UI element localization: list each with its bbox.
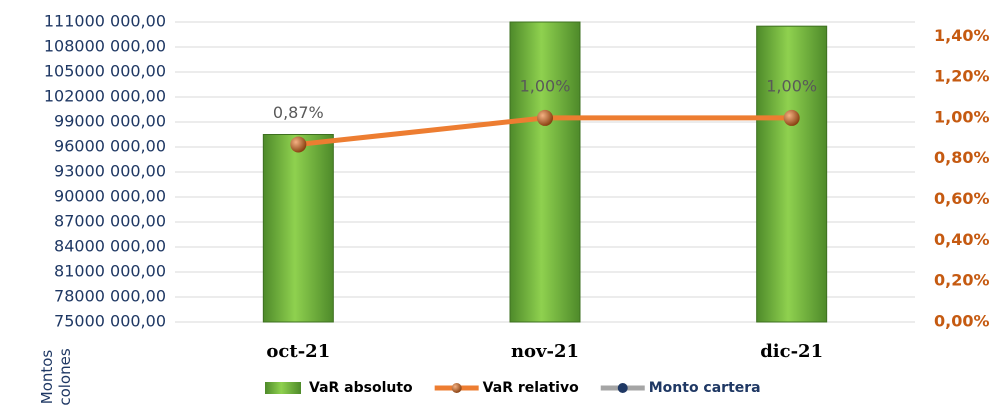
y2-tick-label: 0,40%: [934, 230, 990, 249]
legend-marker: [617, 383, 628, 393]
y2-tick-label: 1,40%: [934, 26, 990, 45]
y-tick-label: 105000 000,00: [44, 62, 166, 81]
point: [537, 109, 553, 126]
bar: [509, 21, 581, 323]
x-tick-label: dic-21: [760, 341, 823, 362]
legend-item: Monto cartera: [600, 380, 761, 396]
y-tick-label: 99000 000,00: [54, 112, 166, 131]
y-tick-label: 108000 000,00: [44, 37, 166, 56]
legend-label: VaR relativo: [483, 380, 579, 396]
legend-label: VaR absoluto: [309, 380, 413, 396]
y-tick-label: 81000 000,00: [54, 262, 166, 281]
y2-tick-label: 0,20%: [934, 271, 990, 290]
y-tick-label: 93000 000,00: [54, 162, 166, 181]
legend-item: VaR absoluto: [265, 380, 413, 396]
data-label: 1,00%: [766, 76, 817, 95]
y2-tick-label: 0,80%: [934, 148, 990, 167]
legend-item: VaR relativo: [434, 380, 579, 396]
legend-swatch: [265, 382, 301, 394]
bar: [756, 25, 828, 323]
y-tick-label: 102000 000,00: [44, 87, 166, 106]
data-label: 0,87%: [273, 103, 324, 122]
point: [783, 109, 800, 126]
y-tick-label: 111000 000,00: [44, 12, 166, 31]
x-tick-label: oct-21: [266, 341, 330, 362]
y-tick-label: 84000 000,00: [54, 237, 166, 256]
x-tick-label: nov-21: [511, 341, 579, 362]
y2-tick-label: 1,20%: [934, 67, 990, 86]
y-tick-label: 78000 000,00: [54, 287, 166, 306]
y2-tick-label: 0,00%: [934, 312, 990, 331]
legend-marker: [451, 383, 462, 393]
y-tick-label: 90000 000,00: [54, 187, 166, 206]
data-label: 1,00%: [520, 76, 571, 95]
y-axis-title: Montos colones: [38, 348, 74, 406]
y-tick-label: 96000 000,00: [54, 137, 166, 156]
bar: [262, 134, 334, 323]
point: [290, 136, 307, 153]
y-tick-label: 87000 000,00: [54, 212, 166, 231]
y2-tick-label: 1,00%: [934, 107, 990, 126]
y2-tick-label: 0,60%: [934, 189, 990, 208]
y-tick-label: 75000 000,00: [54, 312, 166, 331]
legend-label: Monto cartera: [649, 380, 761, 396]
